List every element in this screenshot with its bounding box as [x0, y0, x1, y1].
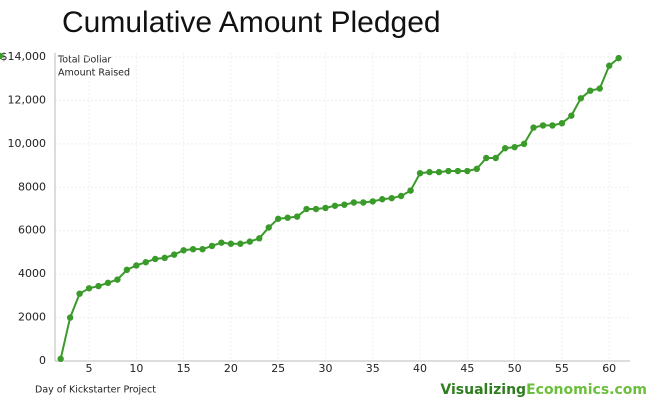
data-point	[492, 154, 499, 162]
y-tick-label: 4000	[18, 267, 46, 280]
data-point	[237, 240, 244, 247]
data-point	[407, 187, 414, 194]
x-tick-label: 20	[224, 362, 238, 375]
brand-part: Visualizing	[440, 382, 526, 398]
x-tick-label: 45	[460, 362, 474, 375]
data-point	[256, 235, 263, 242]
x-tick-label: 55	[555, 362, 569, 375]
x-axis-label: Day of Kickstarter Project	[35, 385, 156, 396]
data-point	[501, 145, 509, 152]
data-point	[596, 85, 603, 92]
data-point	[445, 167, 452, 175]
data-point	[369, 198, 376, 205]
chart-title: Cumulative Amount Pledged	[62, 6, 441, 39]
data-point	[104, 279, 112, 287]
data-point	[549, 122, 556, 129]
y-tick-label: 2000	[18, 311, 46, 324]
data-point	[464, 167, 471, 175]
series-line	[59, 57, 620, 360]
data-point	[180, 247, 187, 254]
x-tick-label: 35	[366, 362, 380, 375]
x-tick-label: 50	[508, 362, 522, 375]
data-point	[85, 285, 93, 292]
data-point	[568, 112, 575, 119]
data-point	[152, 255, 159, 263]
x-tick-label: 60	[602, 362, 616, 375]
x-tick-label: 25	[271, 362, 285, 375]
data-point	[388, 194, 395, 202]
data-point	[435, 168, 443, 176]
data-point	[227, 240, 235, 247]
data-point	[360, 199, 367, 206]
data-point	[66, 314, 74, 321]
data-point	[454, 167, 462, 175]
data-point	[350, 199, 358, 206]
data-point	[587, 87, 594, 94]
y-tick-label: 8000	[18, 180, 46, 193]
y-tick-label: 0	[39, 354, 46, 367]
data-point	[473, 165, 480, 173]
data-point	[397, 192, 405, 200]
data-point	[218, 239, 225, 246]
y-tick-label: $14,000	[1, 50, 47, 63]
data-point	[208, 242, 216, 250]
x-tick-label: 30	[318, 362, 332, 375]
data-point	[142, 259, 149, 266]
data-point	[312, 205, 320, 213]
data-point	[322, 204, 329, 212]
data-point	[189, 245, 197, 253]
x-tick-label: 40	[413, 362, 427, 375]
data-point	[114, 276, 121, 283]
brand-part: Economics.com	[526, 382, 647, 398]
data-point	[293, 213, 301, 220]
data-point	[530, 124, 537, 131]
data-point	[133, 262, 140, 269]
data-point	[615, 54, 622, 62]
data-point	[95, 282, 102, 290]
data-point	[577, 95, 585, 102]
data-point	[426, 168, 433, 176]
data-point	[379, 196, 386, 203]
data-point	[274, 215, 282, 222]
y-axis-label: Total Dollar	[57, 55, 111, 66]
data-point	[331, 202, 339, 209]
data-point	[605, 62, 613, 69]
data-point	[57, 355, 64, 363]
data-point	[511, 143, 518, 151]
data-point	[520, 140, 528, 148]
data-point	[303, 205, 310, 213]
data-point	[246, 238, 254, 245]
data-point	[539, 122, 547, 129]
data-point	[0, 52, 4, 60]
data-point	[199, 245, 206, 253]
brand: VisualizingEconomics.com	[440, 382, 647, 398]
data-point	[341, 201, 348, 208]
data-point	[483, 154, 490, 162]
data-point	[265, 224, 272, 231]
data-point	[558, 120, 566, 127]
data-point	[284, 214, 291, 221]
data-point	[76, 290, 83, 297]
y-tick-label: 12,000	[8, 93, 47, 106]
data-point	[161, 254, 168, 262]
x-tick-label: 10	[129, 362, 143, 375]
y-axis-label: Amount Raised	[58, 68, 130, 79]
y-tick-label: 10,000	[8, 137, 47, 150]
x-tick-label: 5	[86, 362, 93, 375]
x-tick-label: 15	[177, 362, 191, 375]
data-point	[170, 251, 178, 258]
y-tick-label: 6000	[18, 224, 46, 237]
data-point	[416, 169, 424, 177]
data-point	[123, 266, 131, 274]
